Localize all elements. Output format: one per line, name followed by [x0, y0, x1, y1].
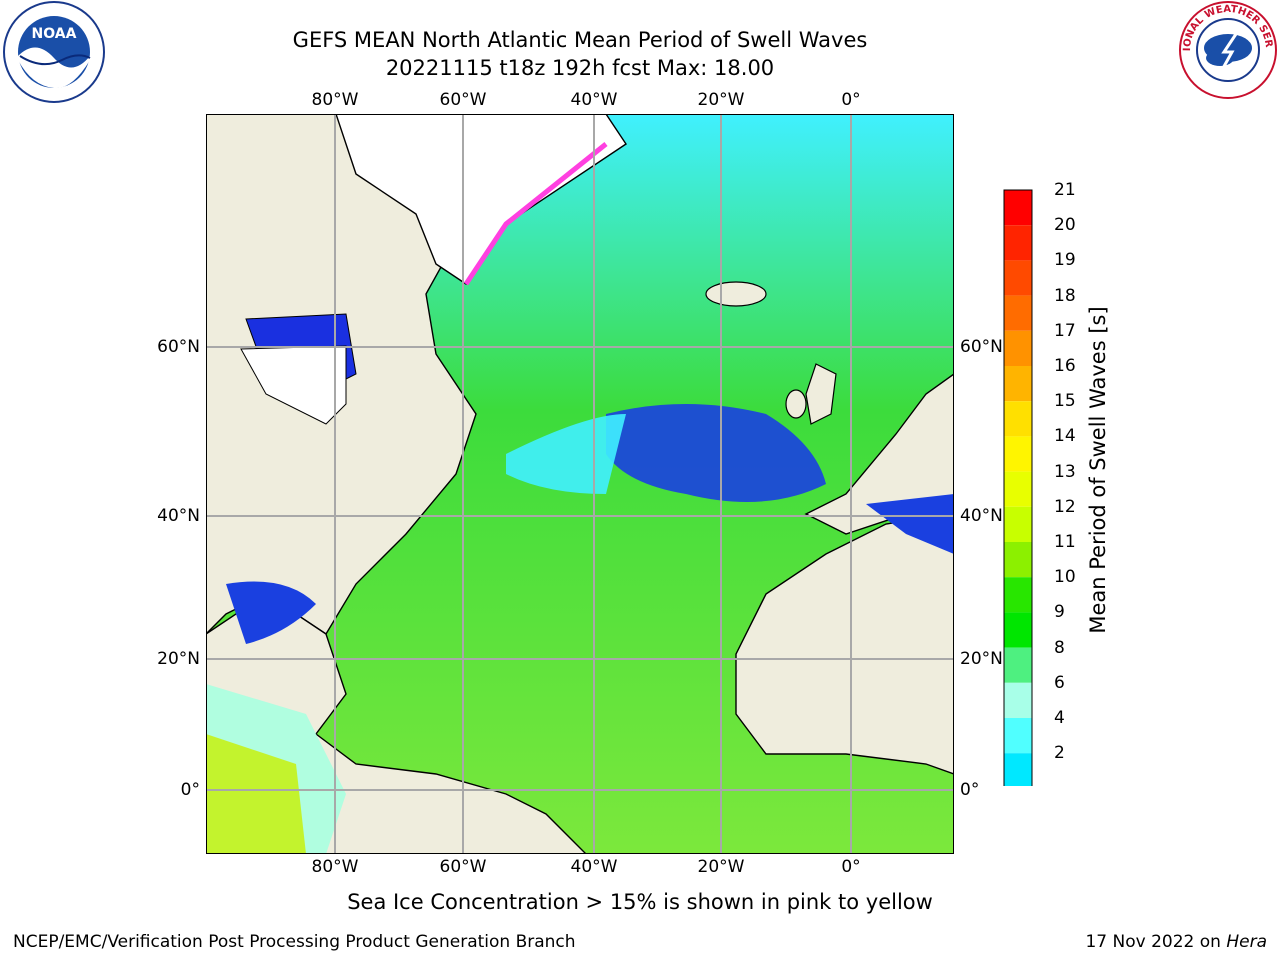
run-date-text: 17 Nov 2022 on	[1085, 932, 1227, 952]
africa-land	[735, 513, 954, 775]
colorbar-tick-label: 16	[1054, 356, 1076, 376]
lat-tick-right: 20°N	[960, 649, 1003, 669]
low-period-region	[606, 404, 826, 502]
lon-tick-top: 40°W	[570, 90, 618, 110]
iceland	[705, 281, 767, 307]
lon-tick-bottom: 60°W	[439, 857, 487, 877]
colorbar-segment	[1004, 753, 1032, 786]
producer-credit: NCEP/EMC/Verification Post Processing Pr…	[13, 932, 576, 952]
colorbar-tick-label: 14	[1054, 426, 1076, 447]
colorbar-segment	[1004, 260, 1032, 296]
lon-tick-bottom: 40°W	[570, 857, 618, 877]
colorbar-segment	[1004, 436, 1032, 472]
colorbar-tick-label: 17	[1054, 320, 1076, 341]
lon-tick-bottom: 80°W	[311, 857, 359, 877]
colorbar-tick-label: 21	[1054, 180, 1076, 200]
colorbar	[1003, 189, 1033, 786]
chart-title: GEFS MEAN North Atlantic Mean Period of …	[292, 28, 868, 52]
colorbar-segment	[1004, 577, 1032, 613]
lon-tick-top: 60°W	[439, 90, 487, 110]
lat-tick-right: 0°	[960, 780, 980, 800]
colorbar-segment	[1004, 506, 1032, 542]
colorbar-segment	[1004, 647, 1032, 683]
colorbar-tick-label: 6	[1054, 672, 1065, 693]
colorbar-tick-label: 15	[1054, 391, 1076, 412]
colorbar-segment	[1004, 190, 1032, 226]
colorbar-segment	[1004, 682, 1032, 718]
colorbar-segment	[1004, 542, 1032, 578]
lat-tick-left: 0°	[180, 780, 200, 800]
gulf-of-mexico	[226, 581, 316, 644]
lat-tick-right: 60°N	[960, 337, 1003, 357]
great-britain	[805, 363, 837, 425]
colorbar-tick-label: 8	[1054, 637, 1065, 658]
colorbar-segment	[1004, 330, 1032, 366]
run-host: Hera	[1226, 932, 1267, 952]
sea-ice-edge	[463, 142, 608, 286]
sea-ice-note: Sea Ice Concentration > 15% is shown in …	[347, 890, 933, 914]
mediterranean	[866, 494, 954, 554]
cyan-band	[506, 414, 626, 494]
lat-tick-left: 20°N	[157, 649, 200, 669]
noaa-logo: NOAA	[3, 1, 105, 103]
colorbar-tick-label: 2	[1054, 743, 1065, 764]
colorbar-tick-label: 19	[1054, 250, 1076, 271]
graticule	[206, 114, 954, 854]
lon-tick-top: 20°W	[697, 90, 745, 110]
colorbar-tick-label: 9	[1054, 602, 1065, 623]
chart-subtitle: 20221115 t18z 192h fcst Max: 18.00	[385, 56, 775, 80]
colorbar-segment	[1004, 366, 1032, 402]
run-date: 17 Nov 2022 on Hera	[1085, 932, 1267, 952]
colorbar-title: Mean Period of Swell Waves [s]	[1086, 306, 1110, 634]
swell-period-map	[206, 114, 954, 854]
pacific-yellow	[206, 734, 306, 854]
colorbar-tick-label: 11	[1054, 532, 1076, 552]
colorbar-tick-label: 20	[1054, 215, 1076, 236]
lat-tick-left: 40°N	[157, 506, 200, 526]
lat-tick-right: 40°N	[960, 506, 1003, 526]
colorbar-segment	[1004, 612, 1032, 648]
colorbar-segment	[1004, 401, 1032, 437]
ireland	[785, 389, 807, 419]
colorbar-tick-label: 18	[1054, 285, 1076, 306]
lon-tick-bottom: 20°W	[697, 857, 745, 877]
colorbar-segment	[1004, 471, 1032, 507]
colorbar-segment	[1004, 225, 1032, 261]
lon-tick-top: 80°W	[311, 90, 359, 110]
lon-tick-top: 0°	[841, 90, 861, 110]
colorbar-segment	[1004, 718, 1032, 754]
colorbar-frame	[1003, 189, 1033, 786]
nws-logo: NATIONAL WEATHER SERVICE	[1178, 0, 1277, 99]
colorbar-tick-label: 10	[1054, 567, 1076, 588]
colorbar-tick-label: 13	[1054, 461, 1076, 482]
colorbar-tick-label: 4	[1054, 708, 1065, 728]
colorbar-tick-label: 12	[1054, 496, 1076, 517]
noaa-logo-text: NOAA	[32, 26, 77, 42]
lon-tick-bottom: 0°	[841, 857, 861, 877]
colorbar-segment	[1004, 295, 1032, 331]
lat-tick-left: 60°N	[157, 337, 200, 357]
